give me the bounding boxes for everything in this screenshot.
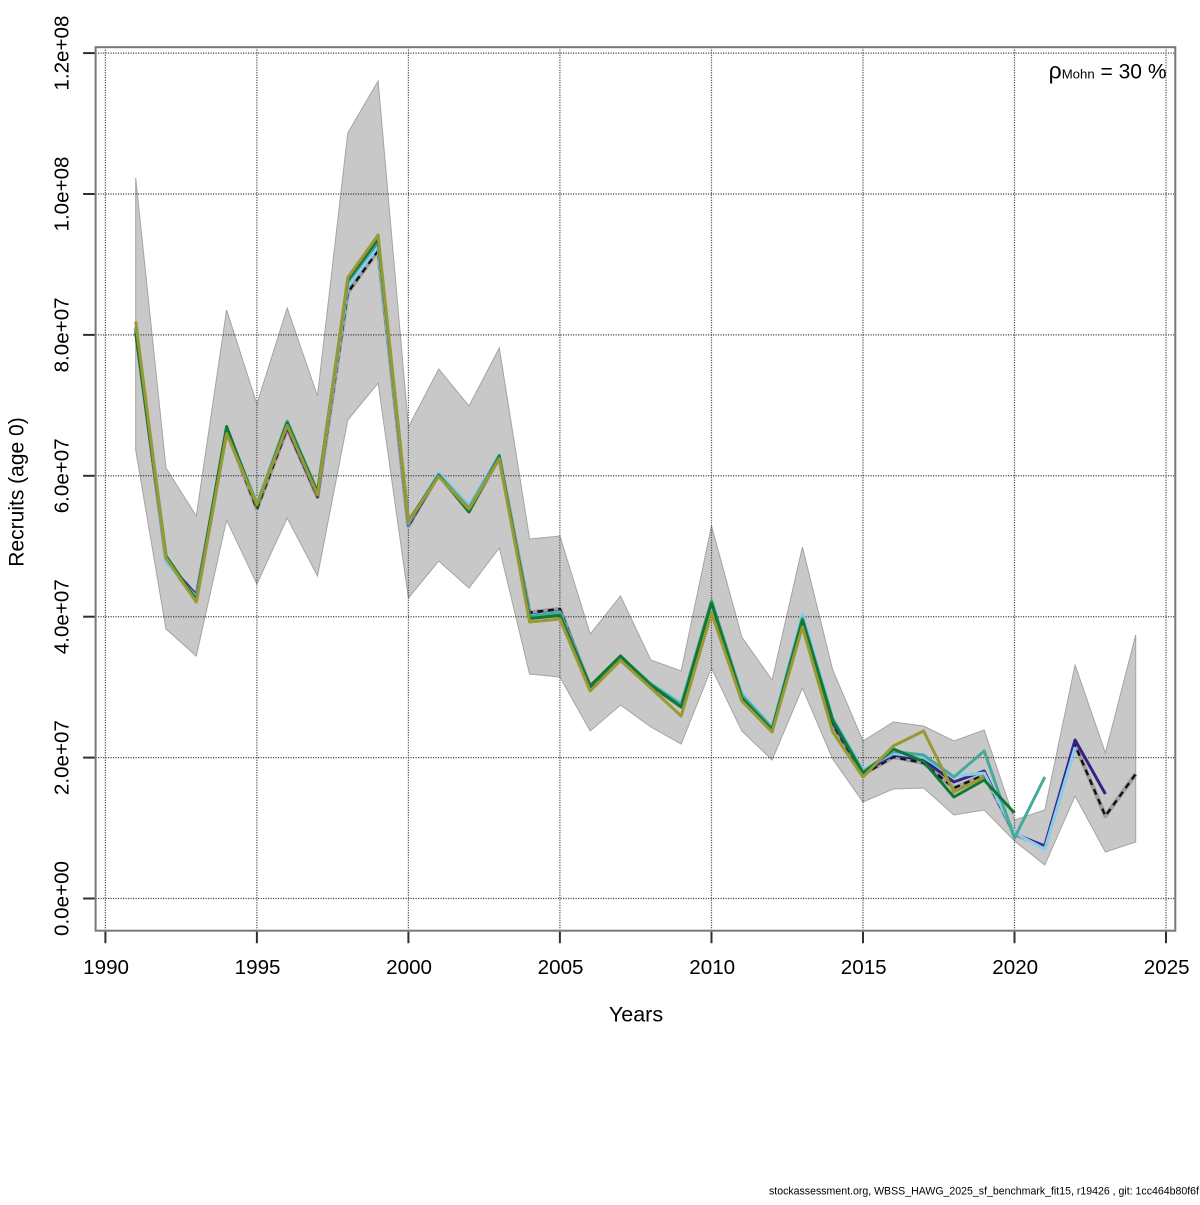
- svg-text:1990: 1990: [83, 956, 129, 979]
- svg-text:0.0e+00: 0.0e+00: [51, 861, 74, 936]
- svg-text:4.0e+07: 4.0e+07: [51, 579, 74, 654]
- svg-text:ρMohn = 30 %: ρMohn = 30 %: [1049, 58, 1167, 84]
- svg-text:8.0e+07: 8.0e+07: [51, 297, 74, 372]
- svg-text:2000: 2000: [386, 956, 432, 979]
- svg-text:2010: 2010: [689, 956, 735, 979]
- svg-text:Recruits (age 0): Recruits (age 0): [6, 417, 29, 566]
- svg-text:2.0e+07: 2.0e+07: [51, 720, 74, 795]
- svg-text:2020: 2020: [992, 956, 1038, 979]
- svg-text:1.0e+08: 1.0e+08: [51, 156, 74, 231]
- svg-text:Years: Years: [609, 1003, 663, 1027]
- svg-text:2015: 2015: [841, 956, 887, 979]
- svg-text:1995: 1995: [235, 956, 281, 979]
- svg-text:2005: 2005: [538, 956, 584, 979]
- svg-text:stockassessment.org, WBSS_HAWG: stockassessment.org, WBSS_HAWG_2025_sf_b…: [769, 1186, 1200, 1198]
- svg-text:2025: 2025: [1144, 956, 1190, 979]
- svg-text:1.2e+08: 1.2e+08: [51, 16, 74, 91]
- svg-text:6.0e+07: 6.0e+07: [51, 438, 74, 513]
